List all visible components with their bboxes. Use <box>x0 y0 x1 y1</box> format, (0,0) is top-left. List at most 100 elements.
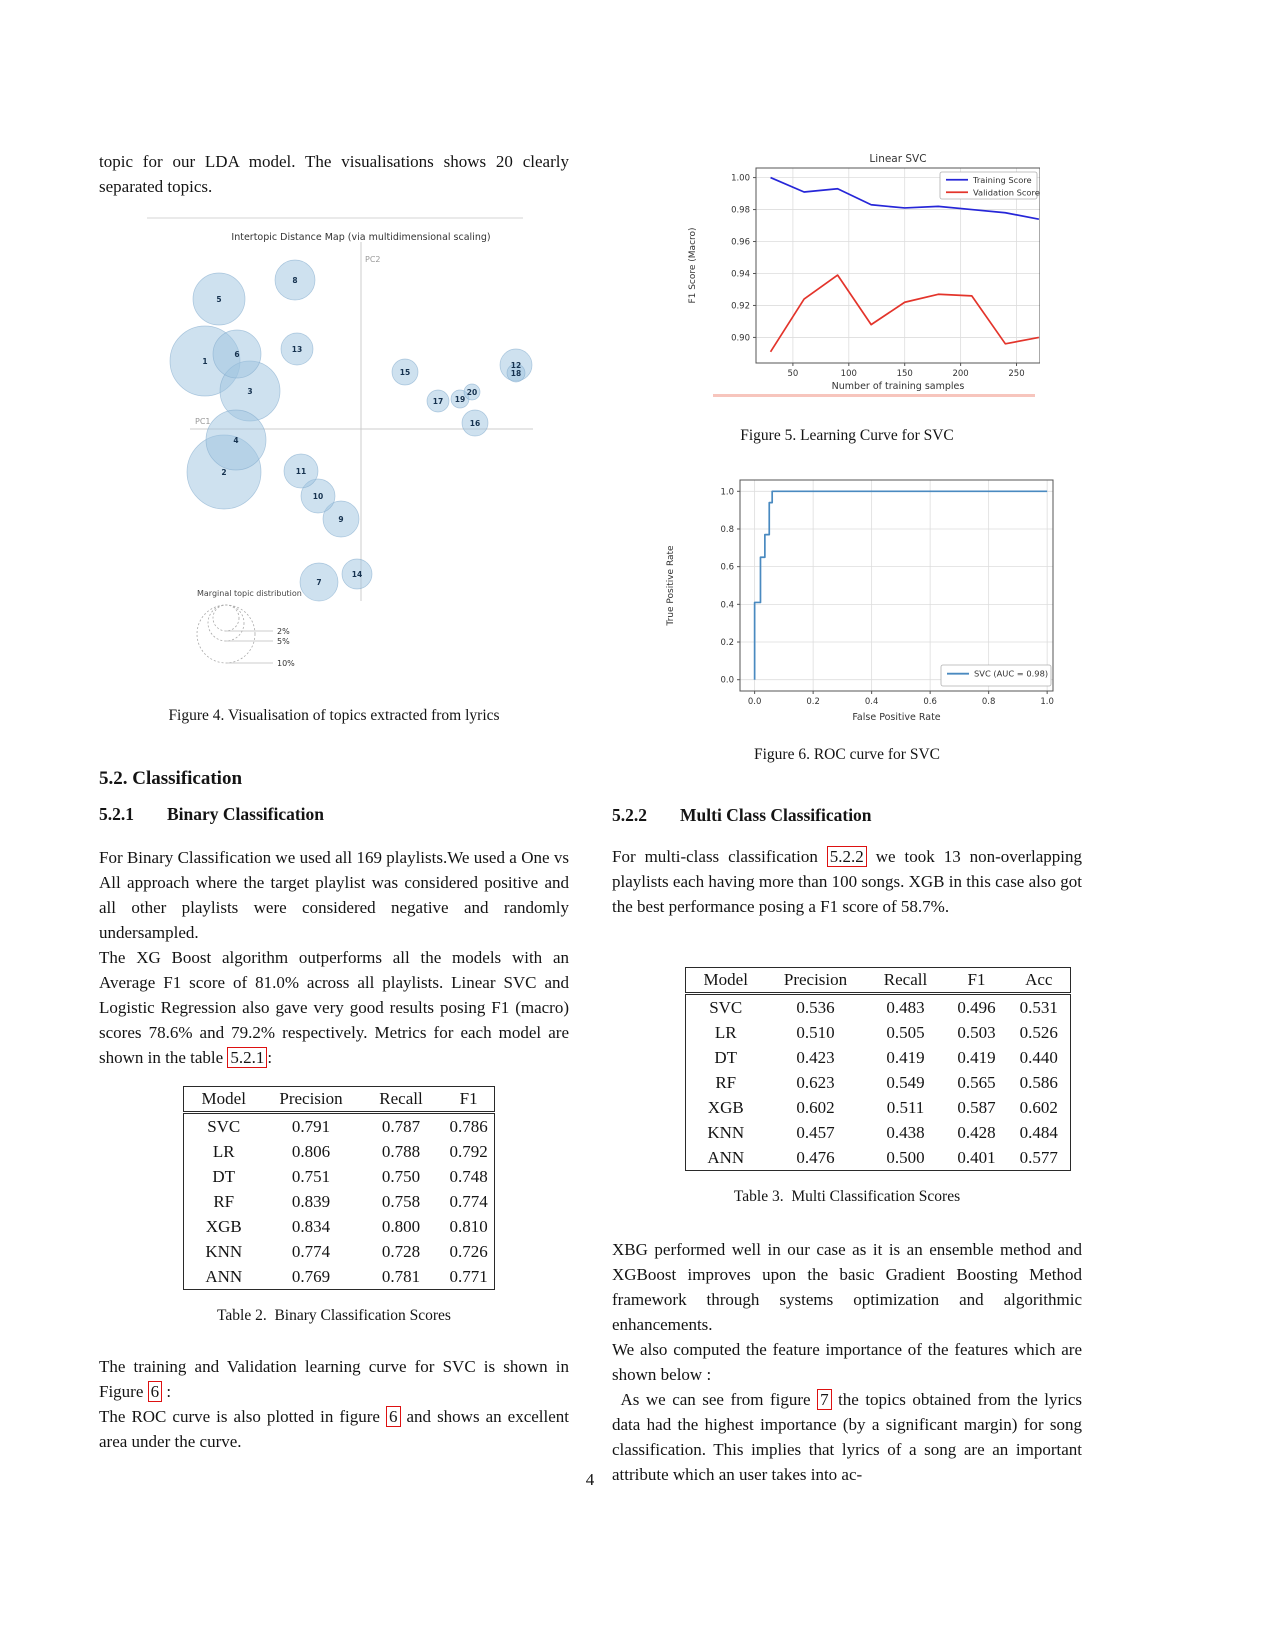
text-run: The XG Boost algorithm outperforms all t… <box>99 948 569 1067</box>
ref-link[interactable]: 6 <box>386 1406 401 1427</box>
svg-text:Intertopic Distance Map (via m: Intertopic Distance Map (via multidimens… <box>231 232 490 243</box>
ref-link[interactable]: 5.2.1 <box>227 1047 268 1068</box>
table-cell: 0.728 <box>381 1242 421 1261</box>
table-cell: 0.500 <box>886 1148 925 1167</box>
figure6-caption: Figure 6. ROC curve for SVC <box>754 746 940 763</box>
svg-text:2%: 2% <box>277 627 290 636</box>
svg-text:Linear SVC: Linear SVC <box>869 153 926 165</box>
svg-text:PC1: PC1 <box>195 417 211 426</box>
text-run: As we can see from figure <box>612 1390 818 1409</box>
ref-link[interactable]: 7 <box>817 1389 832 1410</box>
column-header: Model <box>183 1086 264 1114</box>
svg-text:19: 19 <box>455 395 465 404</box>
svc-roc-curve-figure: 0.0 0.2 0.4 0.6 0.8 1.0 0.0 0.2 0.4 0.6 0.8 1.0 Fals… <box>666 479 1054 723</box>
table-cell: 0.510 <box>796 1023 835 1042</box>
svg-text:20: 20 <box>467 388 477 397</box>
table-row: LR 0.510 0.505 0.503 0.526 <box>686 1020 1071 1045</box>
table-cell: 0.401 <box>957 1148 996 1167</box>
svg-text:18: 18 <box>511 369 521 378</box>
svg-text:F1 Score (Macro): F1 Score (Macro) <box>688 227 698 303</box>
text-run: The ROC curve is also plotted in figure <box>99 1407 386 1426</box>
section-5-2-heading: 5.2. Classification <box>99 768 243 789</box>
table-cell: 0.531 <box>1019 998 1058 1017</box>
svg-text:0.92: 0.92 <box>731 301 750 311</box>
table-row: DT 0.751 0.750 0.748 <box>184 1164 495 1189</box>
svg-text:8: 8 <box>292 276 297 285</box>
section-title: Binary Classification <box>167 804 325 824</box>
column-header: Model <box>685 967 766 995</box>
table-cell: 0.565 <box>957 1073 996 1092</box>
figure-underline-divider <box>713 394 1035 397</box>
xgb-discussion-paragraphs: XBG performed well in our case as it is … <box>612 1237 1082 1487</box>
table-cell: 0.834 <box>291 1217 331 1236</box>
table-cell: 0.751 <box>291 1167 331 1186</box>
table-cell: LR <box>714 1023 737 1042</box>
text-run: we took 13 non-overlapping playlists eac… <box>612 847 1083 916</box>
multi-scores-table: Model Precision Recall F1 Acc SVC 0.536 0.483 0.… <box>685 967 1071 1171</box>
text-run: The training and Validation learning cur… <box>99 1357 569 1401</box>
text-run: For multi-class classification <box>612 847 827 866</box>
svg-text:PC2: PC2 <box>365 255 381 264</box>
table-cell: XGB <box>707 1098 744 1117</box>
svg-text:0.4: 0.4 <box>865 697 879 707</box>
figure4-caption: Figure 4. Visualisation of topics extrac… <box>168 707 500 724</box>
table-cell: 0.536 <box>796 998 835 1017</box>
svg-text:14: 14 <box>352 570 362 579</box>
table-cell: 0.602 <box>1019 1098 1058 1117</box>
svg-text:50: 50 <box>787 369 798 379</box>
column-header: Recall <box>865 967 946 995</box>
table-cell: 0.511 <box>886 1098 925 1117</box>
table-cell: 0.505 <box>886 1023 925 1042</box>
table-row: RF 0.839 0.758 0.774 <box>184 1189 495 1214</box>
table-cell: 0.587 <box>957 1098 996 1117</box>
svg-text:0.94: 0.94 <box>731 269 750 279</box>
table-row: SVC 0.536 0.483 0.496 0.531 <box>686 994 1071 1021</box>
section-number: 5.2.2 <box>612 805 647 825</box>
table-row: ANN 0.476 0.500 0.401 0.577 <box>686 1145 1071 1171</box>
text-run: : <box>267 1048 273 1067</box>
column-header: F1 <box>443 1086 495 1114</box>
figure5-caption: Figure 5. Learning Curve for SVC <box>740 427 954 444</box>
table-row: KNN 0.457 0.438 0.428 0.484 <box>686 1120 1071 1145</box>
ref-link[interactable]: 5.2.2 <box>826 846 867 867</box>
svg-text:7: 7 <box>316 578 321 587</box>
binary-scores-table: Model Precision Recall F1 SVC 0.791 0.787 0.786… <box>183 1086 495 1290</box>
table-cell: DT <box>714 1048 738 1067</box>
table-cell: SVC <box>207 1117 241 1136</box>
svg-text:Number of training samples: Number of training samples <box>832 381 965 392</box>
svg-text:0.8: 0.8 <box>720 525 734 535</box>
table-row: LR 0.806 0.788 0.792 <box>184 1139 495 1164</box>
table-cell: 0.483 <box>886 998 925 1017</box>
svg-text:250: 250 <box>1008 369 1024 379</box>
table-cell: 0.839 <box>291 1192 331 1211</box>
paragraph: The training and Validation learning cur… <box>99 1354 569 1404</box>
column-header: Recall <box>358 1086 444 1114</box>
intro-paragraph: topic for our LDA model. The visualisati… <box>99 152 569 196</box>
svg-text:16: 16 <box>470 419 480 428</box>
paragraph: We also computed the feature importance … <box>612 1337 1082 1387</box>
table-cell: 0.792 <box>449 1142 488 1161</box>
table-header-row: Model Precision Recall F1 <box>183 1086 495 1114</box>
table-cell: XGB <box>205 1217 242 1236</box>
svg-text:6: 6 <box>234 350 239 359</box>
table3-caption: Table 3. Multi Classification Scores <box>733 1188 961 1205</box>
table-row: SVC 0.791 0.787 0.786 <box>184 1113 495 1140</box>
table-row: XGB 0.602 0.511 0.587 0.602 <box>686 1095 1071 1120</box>
text-run: XBG performed well in our case as it is … <box>612 1240 1082 1334</box>
ref-link[interactable]: 6 <box>147 1381 163 1402</box>
table-cell: SVC <box>709 998 743 1017</box>
table-cell: 0.577 <box>1019 1148 1058 1167</box>
svg-text:1: 1 <box>202 357 207 366</box>
table2-caption: Table 2. Binary Classification Scores <box>217 1307 451 1324</box>
text-run: : <box>162 1382 172 1401</box>
column-header: Precision <box>765 967 866 995</box>
table-cell: ANN <box>205 1267 243 1286</box>
multi-class-paragraph: For multi-class classification 5.2.2 we … <box>612 844 1082 919</box>
svg-text:1.0: 1.0 <box>1040 697 1054 707</box>
table-cell: 0.781 <box>381 1267 421 1286</box>
table-cell: 0.726 <box>449 1242 488 1261</box>
svg-text:0.8: 0.8 <box>982 697 996 707</box>
paragraph: For Binary Classification we used all 16… <box>99 845 569 945</box>
table-cell: KNN <box>205 1242 243 1261</box>
